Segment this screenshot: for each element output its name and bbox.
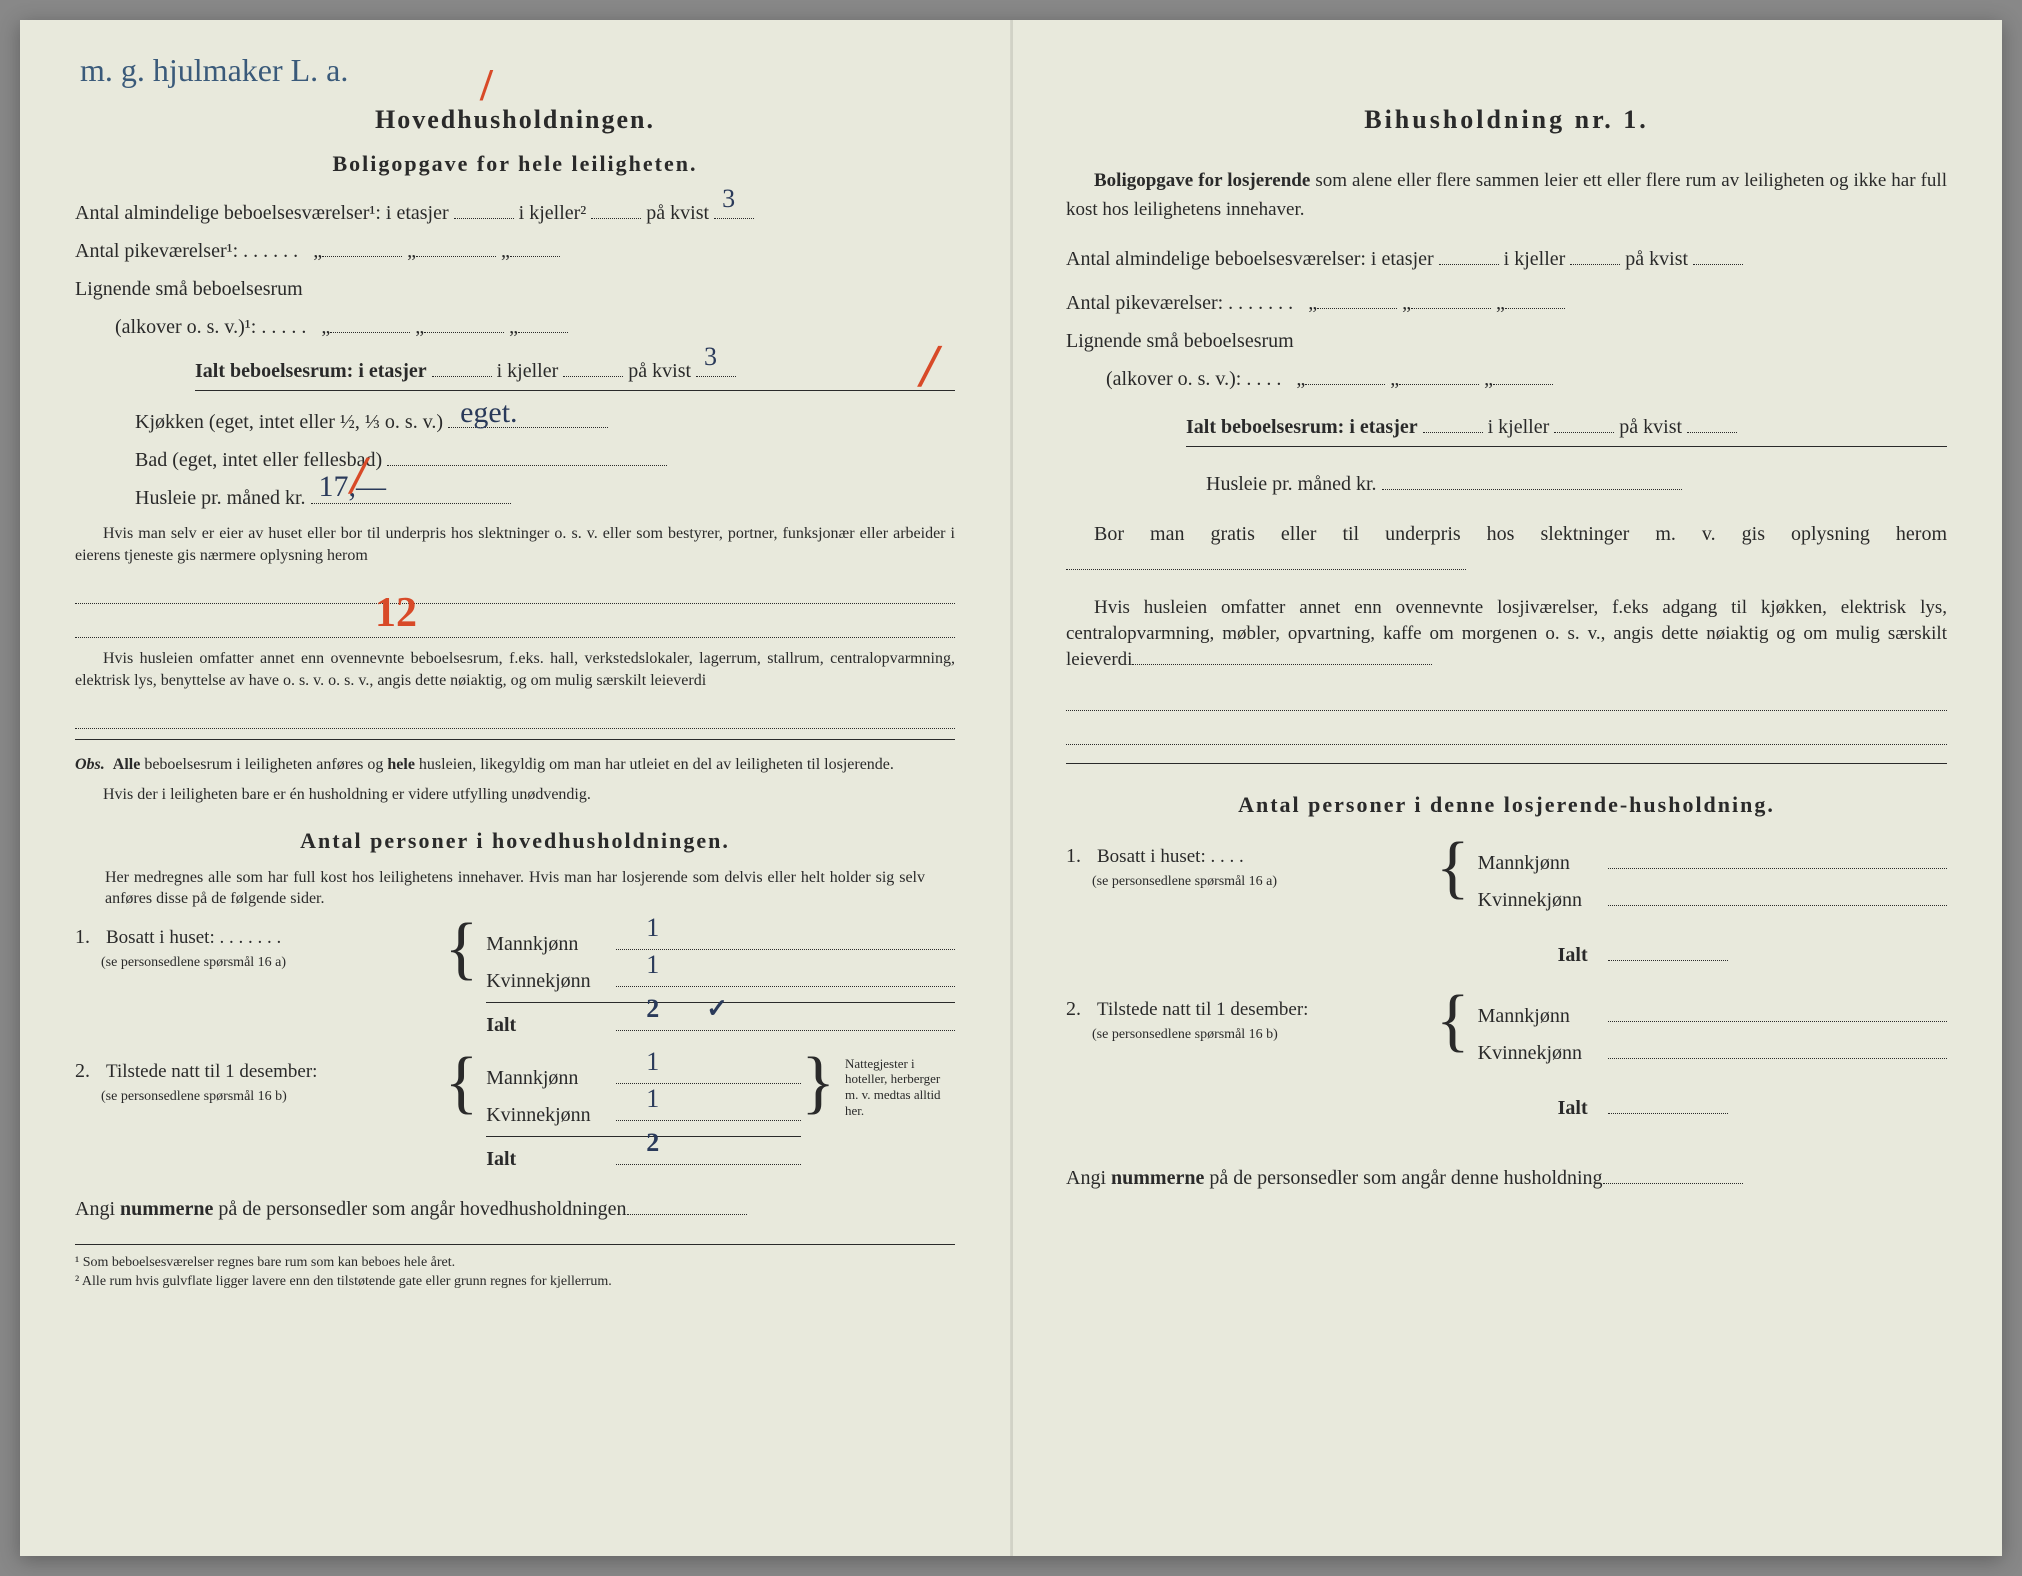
husleie-line: Husleie pr. måned kr. 17,— xyxy=(135,483,955,513)
left-page: m. g. hjulmaker L. a. / Hovedhusholdning… xyxy=(20,20,1011,1556)
brace-right-icon: } xyxy=(801,1062,835,1104)
q2-block: 2. Tilstede natt til 1 desember: (se per… xyxy=(75,1056,955,1178)
pike-line: Antal pikeværelser¹: . . . . . . „ „ „ xyxy=(75,236,955,266)
rooms-mid: i kjeller² xyxy=(519,202,587,224)
obs-para2: Hvis der i leiligheten bare er én hushol… xyxy=(75,784,955,806)
persons-intro: Her medregnes alle som har full kost hos… xyxy=(105,867,925,910)
rooms-line: Antal almindelige beboelsesværelser¹: i … xyxy=(75,198,955,228)
side-note: Nattegjester i hoteller, herberger m. v.… xyxy=(835,1056,955,1118)
ialt-line: Ialt beboelsesrum: i etasjer i kjeller p… xyxy=(195,356,955,391)
document-sheet: m. g. hjulmaker L. a. / Hovedhusholdning… xyxy=(20,20,2002,1556)
kjokken-value: eget. xyxy=(460,390,517,435)
r-husleie-line: Husleie pr. måned kr. xyxy=(1206,469,1947,499)
q1-block: 1. Bosatt i huset: . . . . . . . (se per… xyxy=(75,922,955,1044)
r-small-line2: (alkover o. s. v.): . . . . „ „ „ xyxy=(1106,364,1947,394)
q1-kvinne-val: 1 xyxy=(646,945,659,984)
right-title: Bihusholdning nr. 1. xyxy=(1066,100,1947,139)
small-rooms-line1: Lignende små beboelsesrum xyxy=(75,274,955,304)
r-gratis-para: Bor man gratis eller til underpris hos s… xyxy=(1066,519,1947,579)
r-divider xyxy=(1066,763,1947,764)
ialt-kvist-value: 3 xyxy=(704,337,717,376)
r-brace-2: { xyxy=(1436,1000,1470,1042)
persons-section-title: Antal personer i hovedhusholdningen. xyxy=(75,824,955,857)
r-blank-2 xyxy=(1066,715,1947,745)
red-slash-icon: / xyxy=(480,50,493,119)
title-main: Hovedhusholdningen. xyxy=(75,100,955,139)
obs-para: Obs. Alle beboelsesrum i leiligheten anf… xyxy=(75,754,955,776)
red-12-value: 12 xyxy=(375,582,417,645)
r-angi-line: Angi nummerne på de personsedler som ang… xyxy=(1066,1163,1947,1193)
r-rooms-line: Antal almindelige beboelsesværelser: i e… xyxy=(1066,244,1947,274)
brace-icon-2: { xyxy=(445,1062,479,1104)
q2-mann-val: 1 xyxy=(646,1042,659,1081)
footnote-1: ¹ Som beboelsesværelser regnes bare rum … xyxy=(75,1253,955,1273)
q1-check: ✓ xyxy=(706,989,728,1028)
r-blank-1 xyxy=(1066,681,1947,711)
husleie-para: Hvis husleien omfatter annet enn ovennev… xyxy=(75,648,955,691)
blank-line-3 xyxy=(75,699,955,729)
bolig-para: Boligopgave for losjerende som alene ell… xyxy=(1066,167,1947,224)
r-ialt-line: Ialt beboelsesrum: i etasjer i kjeller p… xyxy=(1186,412,1947,447)
bad-line: Bad (eget, intet eller fellesbad) xyxy=(135,445,955,475)
angi-line: Angi nummerne på de personsedler som ang… xyxy=(75,1194,955,1224)
q1-mann-val: 1 xyxy=(646,908,659,947)
blank-line-2: 12 xyxy=(75,608,955,638)
r-q1-block: 1. Bosatt i huset: . . . . (se personsed… xyxy=(1066,841,1947,974)
r-section-title: Antal personer i denne losjerende-hushol… xyxy=(1066,788,1947,821)
q2-ialt-val: 2 xyxy=(646,1123,659,1162)
r-q2-block: 2. Tilstede natt til 1 desember: (se per… xyxy=(1066,994,1947,1127)
brace-icon: { xyxy=(445,928,479,970)
title-sub: Boligopgave for hele leiligheten. xyxy=(75,147,955,180)
blank-line-1 xyxy=(75,574,955,604)
rooms-label: Antal almindelige beboelsesværelser¹: i … xyxy=(75,202,449,224)
r-husleie-para: Hvis husleien omfatter annet enn ovennev… xyxy=(1066,595,1947,673)
rooms-end: på kvist xyxy=(646,202,709,224)
rooms-kvist-value: 3 xyxy=(722,179,735,218)
footnotes: ¹ Som beboelsesværelser regnes bare rum … xyxy=(75,1244,955,1292)
owner-para: Hvis man selv er eier av huset eller bor… xyxy=(75,523,955,566)
red-husleie-mark: ╱ xyxy=(350,454,368,499)
handwritten-top: m. g. hjulmaker L. a. xyxy=(80,46,348,94)
r-brace-1: { xyxy=(1436,847,1470,889)
r-small-line1: Lignende små beboelsesrum xyxy=(1066,326,1947,356)
r-pike-line: Antal pikeværelser: . . . . . . . „ „ „ xyxy=(1066,288,1947,318)
q1-ialt-val: 2 xyxy=(646,989,659,1028)
red-underline-icon: ╱ xyxy=(920,342,940,393)
q2-kvinne-val: 1 xyxy=(646,1079,659,1118)
small-rooms-line2: (alkover o. s. v.)¹: . . . . . „ „ „ xyxy=(115,312,955,342)
kjokken-line: Kjøkken (eget, intet eller ½, ⅓ o. s. v.… xyxy=(135,407,955,437)
right-page: Bihusholdning nr. 1. Boligopgave for los… xyxy=(1011,20,2002,1556)
footnote-2: ² Alle rum hvis gulvflate ligger lavere … xyxy=(75,1272,955,1292)
divider-1 xyxy=(75,739,955,740)
